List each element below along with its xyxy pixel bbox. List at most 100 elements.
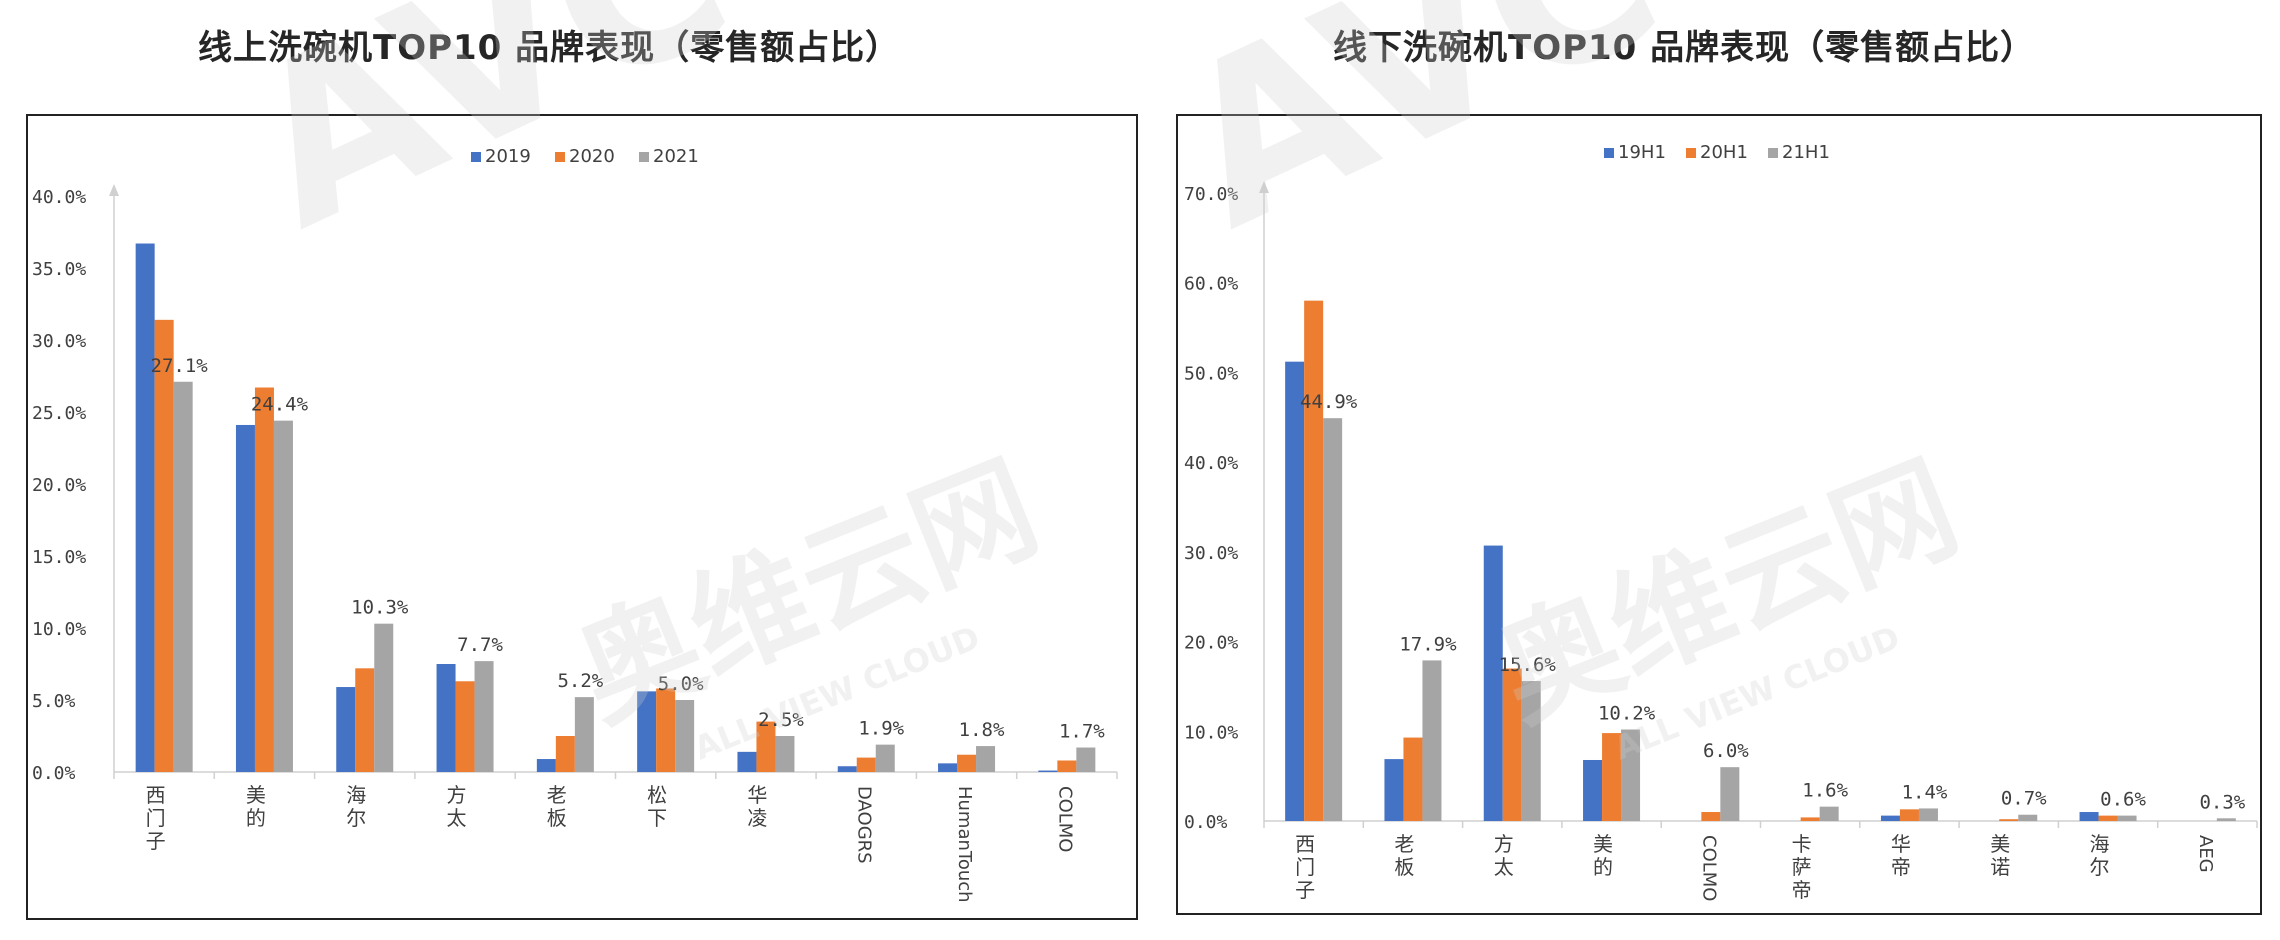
bar — [976, 746, 996, 772]
y-tick-label: 70.0% — [1184, 184, 1238, 205]
data-label: 1.9% — [858, 718, 904, 740]
data-label: 17.9% — [1399, 633, 1457, 655]
bar — [1422, 660, 1442, 821]
legend-swatch — [639, 152, 649, 162]
legend-label: 21H1 — [1782, 142, 1830, 163]
legend-label: 2020 — [569, 146, 615, 167]
bar — [637, 691, 657, 772]
y-tick-label: 50.0% — [1184, 363, 1238, 384]
chart-title-offline: 线下洗碗机TOP10 品牌表现（零售额占比） — [1333, 28, 2036, 68]
bar — [1521, 681, 1541, 821]
bar — [1701, 812, 1721, 821]
bar — [837, 766, 857, 772]
y-tick-label: 15.0% — [32, 547, 86, 568]
bar — [1057, 760, 1077, 772]
x-tick-label: COLMO — [1698, 835, 1719, 901]
y-tick-label: 5.0% — [32, 691, 76, 712]
chart-offline-dishwasher: 19H1 20H1 21H1 0.0% 10.0% 20.0% 30.0% 40.0% 50.0… — [1176, 114, 2262, 915]
bar — [1076, 747, 1096, 772]
y-tick-label: 20.0% — [1184, 633, 1238, 654]
bar — [1999, 819, 2019, 821]
y-tick-label: 40.0% — [32, 187, 86, 208]
y-tick-label: 0.0% — [32, 763, 76, 784]
bar — [1483, 545, 1503, 821]
legend-label: 19H1 — [1618, 142, 1666, 163]
data-label: 7.7% — [457, 634, 503, 656]
y-axis-arrow — [109, 184, 119, 196]
bar — [474, 661, 494, 772]
bar — [1323, 418, 1343, 821]
bar — [173, 381, 193, 772]
data-label: 1.8% — [959, 719, 1005, 741]
x-tick-label: 卡萨帝 — [1792, 832, 1812, 902]
bar — [374, 623, 394, 772]
y-tick-label: 0.0% — [1184, 812, 1228, 833]
legend-swatch — [1604, 148, 1614, 158]
x-tick-label: 美诺 — [1990, 832, 2010, 879]
bar — [1285, 361, 1305, 821]
bar — [154, 319, 174, 772]
x-tick-label: 西门子 — [1295, 832, 1315, 902]
y-tick-label: 10.0% — [32, 619, 86, 640]
y-tick-label: 60.0% — [1184, 274, 1238, 295]
y-tick-label: 35.0% — [32, 259, 86, 280]
chart-title-online: 线上洗碗机TOP10 品牌表现（零售额占比） — [198, 28, 901, 68]
x-tick-label: AEG — [2195, 835, 2216, 873]
data-label: 0.6% — [2100, 789, 2146, 811]
x-tick-label: 老板 — [547, 783, 567, 830]
bar — [2098, 815, 2118, 821]
bar — [135, 243, 155, 772]
chart-online-dishwasher: 2019 2020 2021 0.0% 5.0% 10.0% 15.0% 20.0% 25.0%… — [26, 114, 1138, 920]
x-tick-label: 美的 — [1593, 832, 1613, 879]
bar — [1038, 770, 1058, 772]
legend-swatch — [1686, 148, 1696, 158]
data-label: 1.4% — [1902, 781, 1948, 803]
bar — [2117, 815, 2137, 821]
x-tick-label: DAOGRS — [854, 786, 875, 864]
data-label: 1.6% — [1802, 780, 1848, 802]
bar — [1403, 737, 1423, 821]
data-label: 5.0% — [658, 673, 704, 695]
bar — [254, 387, 274, 772]
bar — [656, 688, 676, 772]
bar — [336, 687, 356, 772]
bar — [1621, 729, 1641, 821]
legend-label: 20H1 — [1700, 142, 1748, 163]
y-tick-label: 30.0% — [32, 331, 86, 352]
data-label: 24.4% — [251, 394, 309, 416]
y-tick-label: 30.0% — [1184, 543, 1238, 564]
y-tick-label: 40.0% — [1184, 453, 1238, 474]
y-axis-arrow — [1259, 181, 1269, 193]
bar — [957, 754, 977, 772]
bar — [235, 424, 255, 772]
legend-label: 2021 — [653, 146, 699, 167]
data-label: 0.7% — [2001, 788, 2047, 810]
legend-label: 2019 — [485, 146, 531, 167]
x-tick-label: 华凌 — [747, 783, 767, 830]
y-tick-label: 25.0% — [32, 403, 86, 424]
bar — [737, 751, 757, 772]
bar — [1918, 808, 1938, 821]
bar — [2079, 812, 2099, 821]
x-tick-label: 美的 — [246, 783, 266, 830]
bar — [1880, 815, 1900, 821]
bar — [856, 757, 876, 772]
x-tick-label: 华帝 — [1891, 832, 1911, 879]
bar — [455, 681, 475, 772]
bar — [1583, 759, 1603, 821]
data-label: 10.3% — [351, 597, 409, 619]
data-label: 10.2% — [1598, 702, 1656, 724]
x-tick-label: 松下 — [647, 783, 667, 830]
chart-svg-offline: 19H1 20H1 21H1 0.0% 10.0% 20.0% 30.0% 40.0% 50.0… — [1184, 142, 2258, 902]
bar — [436, 664, 456, 772]
x-tick-label: 海尔 — [2090, 832, 2110, 879]
bar — [756, 721, 776, 772]
x-tick-label: 方太 — [1494, 832, 1514, 879]
x-tick-label: 老板 — [1394, 832, 1414, 879]
bar — [555, 736, 575, 772]
x-tick-label: 方太 — [447, 783, 467, 830]
bar — [775, 736, 795, 772]
bar — [1899, 809, 1919, 821]
bar — [355, 668, 375, 772]
data-label: 2.5% — [758, 709, 804, 731]
